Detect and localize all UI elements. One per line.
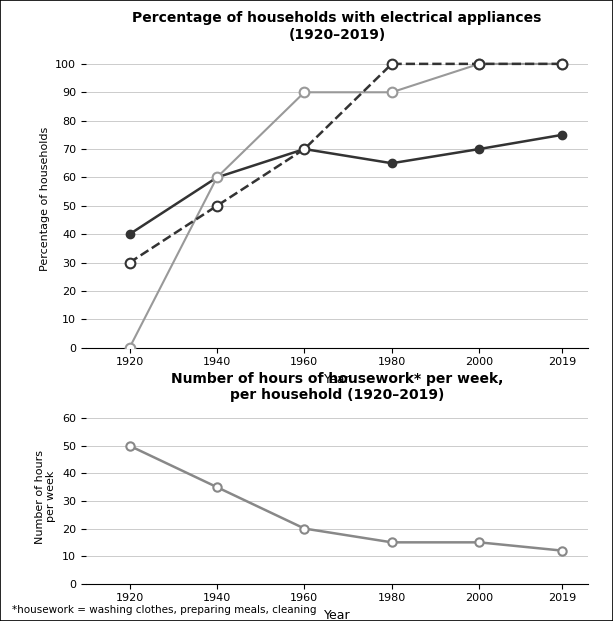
Y-axis label: Number of hours
per week: Number of hours per week — [35, 450, 56, 544]
X-axis label: Year: Year — [324, 373, 351, 386]
Text: *housework = washing clothes, preparing meals, cleaning: *housework = washing clothes, preparing … — [12, 605, 317, 615]
X-axis label: Year: Year — [324, 609, 351, 621]
Title: Number of hours of housework* per week,
per household (1920–2019): Number of hours of housework* per week, … — [171, 371, 503, 402]
Title: Percentage of households with electrical appliances
(1920–2019): Percentage of households with electrical… — [132, 11, 542, 42]
Y-axis label: Percentage of households: Percentage of households — [40, 127, 50, 271]
Legend: Washing machine, Refrigerator, Vacuum cleaner: Washing machine, Refrigerator, Vacuum cl… — [128, 419, 547, 438]
